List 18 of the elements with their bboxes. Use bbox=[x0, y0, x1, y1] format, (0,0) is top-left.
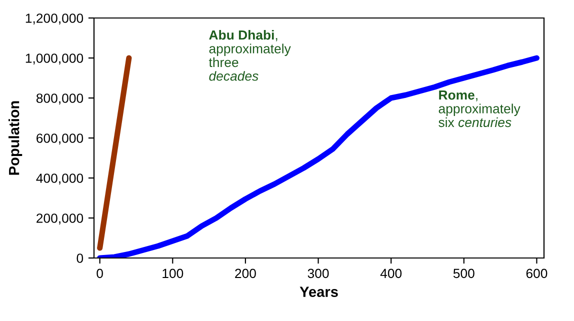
x-tick-label: 0 bbox=[96, 268, 103, 278]
y-tick-label: 800,000 bbox=[36, 94, 84, 104]
y-axis-title: Population bbox=[8, 101, 22, 175]
x-tick-label: 200 bbox=[235, 268, 256, 278]
y-tick-label: 1,200,000 bbox=[26, 14, 84, 24]
y-tick-label: 400,000 bbox=[36, 174, 84, 184]
x-tick-label: 400 bbox=[380, 268, 402, 278]
x-tick-label: 100 bbox=[162, 268, 184, 278]
annotation: Rome, approximately six centuries bbox=[438, 90, 520, 128]
x-tick-label: 300 bbox=[308, 268, 329, 278]
y-tick-label: 0 bbox=[76, 254, 84, 263]
x-tick-label: 500 bbox=[453, 268, 474, 278]
y-tick-label: 600,000 bbox=[36, 134, 84, 144]
y-tick-label: 1,000,000 bbox=[26, 54, 84, 64]
y-tick-label: 200,000 bbox=[36, 214, 84, 224]
x-tick-label: 600 bbox=[526, 268, 548, 278]
annotation: Abu Dhabi, approximately three decades bbox=[208, 30, 291, 81]
x-axis-title: Years bbox=[300, 286, 338, 297]
